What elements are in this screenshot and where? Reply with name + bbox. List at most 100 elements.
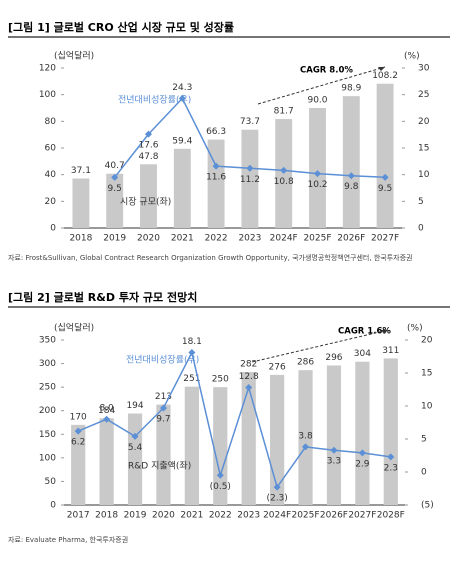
bar <box>99 418 114 505</box>
line-label: 3.8 <box>298 431 313 441</box>
y2-tick-label: (5) <box>421 501 434 511</box>
y-axis-label: (십억달러) <box>54 50 94 62</box>
line-marker <box>314 170 321 178</box>
line-marker <box>358 449 366 457</box>
annotation: CAGR 1.6% <box>338 327 391 337</box>
line-marker <box>381 173 389 181</box>
line-marker <box>280 166 288 174</box>
bar-label: 98.9 <box>341 84 361 94</box>
y-tick-label: 300 <box>39 359 56 369</box>
line-marker <box>188 349 196 357</box>
bar <box>309 108 326 228</box>
bar-label: 311 <box>382 346 399 356</box>
y2-tick-label: 15 <box>418 144 429 154</box>
line-label: 2.3 <box>384 463 398 473</box>
y2-tick-label: 20 <box>421 336 433 346</box>
x-tick-label: 2025F <box>291 511 319 521</box>
x-tick-label: 2018 <box>69 234 92 244</box>
y2-tick-label: 10 <box>418 170 430 180</box>
y2-tick-label: 25 <box>418 90 429 100</box>
bar-label: 282 <box>240 360 257 370</box>
y-tick-label: 0 <box>50 224 56 234</box>
line-label: 18.1 <box>182 337 202 347</box>
line-label: 9.7 <box>156 414 170 424</box>
bar <box>342 96 360 228</box>
line-label: 3.3 <box>327 457 341 467</box>
y2-tick-label: 20 <box>418 117 430 127</box>
bar-label: 47.8 <box>138 152 158 162</box>
arrow-head <box>381 330 388 334</box>
line-marker <box>212 162 220 170</box>
x-tick-label: 2025F <box>303 234 331 244</box>
line-label: 10.8 <box>274 177 294 187</box>
bar <box>72 178 90 228</box>
bar-label: 184 <box>98 406 115 416</box>
x-tick-label: 2018 <box>95 511 118 521</box>
bar-label: 251 <box>183 374 200 384</box>
y-tick-label: 100 <box>39 90 56 100</box>
line-marker <box>302 443 310 451</box>
y2-tick-label: 0 <box>421 468 427 478</box>
line-label: 17.6 <box>138 141 158 151</box>
y-tick-label: 0 <box>50 501 56 511</box>
bar-label: 108.2 <box>372 71 398 81</box>
line-label: 12.8 <box>239 372 259 382</box>
x-tick-label: 2027F <box>371 234 399 244</box>
x-tick-label: 2017 <box>67 511 90 521</box>
line-label: 10.2 <box>307 180 327 190</box>
line-marker <box>111 173 119 181</box>
line-marker <box>245 384 253 392</box>
line-marker <box>131 432 139 440</box>
x-tick-label: 2023 <box>237 511 260 521</box>
x-tick-label: 2019 <box>103 234 126 244</box>
bar-label: 276 <box>269 362 286 372</box>
line-marker <box>103 415 111 423</box>
source: 자료: Evaluate Pharma, 한국투자증권 <box>8 535 128 544</box>
y-tick-label: 100 <box>39 453 56 463</box>
x-tick-label: 2027F <box>348 511 376 521</box>
x-tick-label: 2020 <box>152 511 175 521</box>
x-tick-label: 2019 <box>124 511 147 521</box>
bar <box>298 370 313 505</box>
bar-label: 90.0 <box>307 96 327 106</box>
cagr-arrow <box>251 329 389 363</box>
y-tick-label: 80 <box>45 117 57 127</box>
bar-label: 66.3 <box>206 127 226 137</box>
x-tick-label: 2024F <box>263 511 291 521</box>
legend-entry: 전년대비성장률(우) <box>126 355 199 366</box>
line-label: 11.2 <box>240 175 260 185</box>
bar-label: 213 <box>155 392 172 402</box>
bar <box>355 361 370 505</box>
line-marker <box>178 94 186 102</box>
y-tick-label: 200 <box>39 406 56 416</box>
bar-label: 170 <box>70 412 87 422</box>
y-tick-label: 350 <box>39 336 56 346</box>
line-label: 8.0 <box>99 404 114 414</box>
x-tick-label: 2023 <box>238 234 261 244</box>
cagr-arrow <box>257 66 386 105</box>
bar <box>106 173 124 228</box>
line-marker <box>347 172 355 180</box>
y-tick-label: 60 <box>45 144 57 154</box>
x-tick-label: 2021 <box>180 511 203 521</box>
line-label: (0.5) <box>210 482 231 492</box>
y2-tick-label: 0 <box>418 224 424 234</box>
y-tick-label: 250 <box>39 383 56 393</box>
chart-title: [그림 2] 글로벌 R&D 투자 규모 전망치 <box>8 290 197 304</box>
line-label: 9.5 <box>108 184 122 194</box>
y-tick-label: 20 <box>45 197 57 207</box>
line-marker <box>216 471 224 479</box>
y-tick-label: 150 <box>39 430 56 440</box>
line-marker <box>273 483 281 491</box>
bar-label: 304 <box>354 349 371 359</box>
x-tick-label: 2021 <box>171 234 194 244</box>
line-marker <box>145 130 152 138</box>
legend-entry: 시장 규모(좌) <box>120 197 171 208</box>
bar <box>127 413 143 505</box>
bar-label: 37.1 <box>71 166 91 176</box>
line-label: 9.5 <box>378 184 392 194</box>
x-tick-label: 2024F <box>270 234 298 244</box>
arrow-head <box>378 67 385 71</box>
y2-tick-label: 15 <box>421 369 432 379</box>
